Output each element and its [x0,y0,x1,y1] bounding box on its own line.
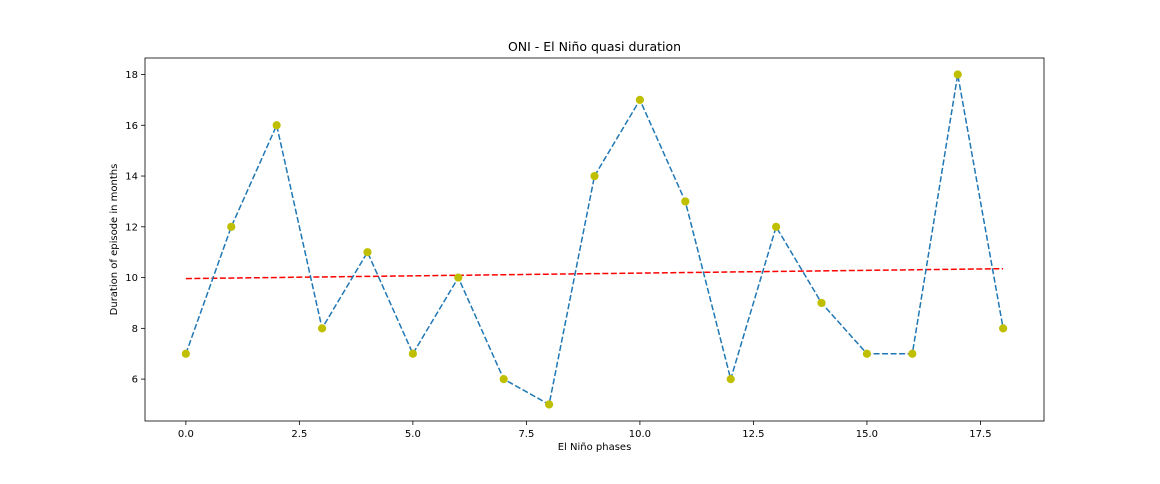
data-point-marker [227,222,236,231]
x-tick-label: 5.0 [405,429,421,440]
chart-title: ONI - El Niño quasi duration [508,39,681,54]
data-point-marker [544,400,554,409]
y-tick-label: 12 [125,222,138,233]
data-point-marker [817,298,826,308]
data-point-marker [635,95,645,104]
x-tick-label: 0.0 [178,429,194,440]
data-point-marker [953,70,962,79]
y-tick-label: 8 [132,324,138,335]
data-point-marker [908,349,917,358]
y-tick-label: 18 [125,70,138,81]
data-point-marker [499,375,508,384]
trend-line [185,267,1004,280]
y-tick-label: 6 [132,375,138,386]
x-tick-label: 15.0 [856,429,878,440]
x-tick-label: 10.0 [629,429,651,440]
data-point-marker [862,349,872,358]
plot-area: 0.0 2.5 5.0 7.5 10.0 12.5 15.0 17.5 6 8 10 12 14 16 18 [125,57,1045,440]
x-tick-label: 7.5 [518,429,534,440]
y-tick-label: 16 [125,121,138,132]
data-point-marker [317,324,327,333]
data-point-marker [363,248,372,257]
x-tick-label: 12.5 [742,429,764,440]
x-tick-label: 17.5 [969,429,991,440]
data-point-marker [181,349,190,358]
plot-frame [144,57,1045,422]
data-point-marker [681,197,690,206]
y-axis-label: Duration of episode in months [109,164,120,316]
x-axis-label: El Niño phases [558,442,632,453]
y-tick-label: 14 [125,172,138,183]
data-point-marker [999,324,1008,333]
data-point-marker [726,375,735,384]
data-point-marker [408,349,417,358]
data-point-marker [590,171,599,181]
data-point-marker [272,121,281,130]
x-tick-label: 2.5 [291,429,307,440]
y-tick-label: 10 [125,273,138,284]
duration-series-line [185,74,1004,406]
data-point-marker [454,273,463,282]
data-point-marker [772,222,781,231]
